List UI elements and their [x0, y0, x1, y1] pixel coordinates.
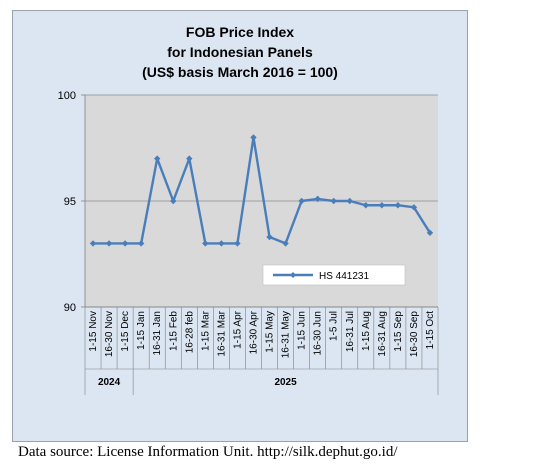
chart-title-line-1: FOB Price Index [186, 24, 294, 40]
series-line [93, 136, 431, 245]
x-category-label: 1-15 Oct [425, 311, 436, 350]
data-point-marker [89, 240, 97, 247]
data-point-marker [282, 240, 289, 247]
data-point-marker [234, 240, 241, 247]
data-point-marker [314, 195, 321, 203]
data-point-marker [218, 240, 225, 247]
legend-label: HS 441231 [319, 271, 369, 282]
legend: HS 441231 [262, 264, 406, 286]
data-point-marker [121, 240, 129, 247]
chart-title-line-2: for Indonesian Panels [167, 44, 313, 60]
line-chart: FOB Price Index for Indonesian Panels (U… [58, 24, 439, 395]
x-category-label: 16-31 Jul [345, 311, 356, 352]
x-category-label: 16-30 Nov [104, 311, 115, 357]
x-category-label: 1-15 Jun [297, 311, 308, 350]
x-category-label: 16-30 Apr [248, 310, 259, 354]
data-point-marker [330, 197, 337, 205]
x-axis-categories: 1-15 Nov 16-30 Nov 1-15 Dec 1-15 Jan 16-31 J… [84, 307, 439, 395]
chart-title-line-3: (US$ basis March 2016 = 100) [142, 64, 338, 80]
y-tick-label: 100 [58, 90, 76, 102]
data-point-marker [186, 155, 193, 162]
x-category-label: 1-15 Aug [361, 311, 372, 351]
data-point-marker [250, 134, 257, 141]
x-category-label: 16-31 Jan [152, 311, 163, 355]
x-category-label: 1-15 Mar [200, 310, 211, 351]
data-point-marker [362, 202, 369, 209]
year-group-label: 2024 [98, 377, 121, 388]
data-point-marker [105, 240, 113, 247]
x-category-label: 1-15 Nov [88, 311, 99, 352]
data-point-marker [378, 202, 386, 209]
data-point-marker [154, 155, 161, 162]
data-source-caption: Data source: License Information Unit. h… [18, 444, 398, 460]
x-category-label: 1-15 Sep [393, 311, 404, 352]
y-tick-label: 95 [64, 196, 76, 208]
x-category-label: 16-31 May [281, 311, 292, 358]
data-point-marker [266, 233, 273, 241]
y-axis-ticks: 90 95 100 [58, 90, 85, 314]
x-category-label: 1-15 Jan [136, 311, 147, 350]
data-point-marker [202, 240, 209, 247]
data-point-marker [346, 197, 353, 205]
data-point-marker [394, 202, 402, 209]
data-point-marker [426, 229, 434, 236]
x-category-label: 1-5 Jul [329, 311, 340, 341]
chart-area: FOB Price Index for Indonesian Panels (U… [12, 10, 468, 442]
x-category-label: 1-15 May [265, 311, 276, 353]
x-category-label: 1-15 Feb [168, 311, 179, 351]
x-category-label: 16-31 Aug [377, 311, 388, 357]
year-group-label: 2025 [274, 377, 297, 388]
x-category-label: 1-15 Apr [232, 310, 243, 348]
y-tick-label: 90 [64, 302, 76, 314]
x-category-label: 16-30 Sep [409, 311, 420, 358]
series-hs-441231 [89, 134, 434, 247]
x-category-label: 16-30 Jun [313, 311, 324, 355]
x-category-label: 16-31 Mar [216, 310, 227, 356]
data-point-marker [410, 204, 418, 211]
data-point-marker [170, 197, 177, 205]
legend-box [262, 264, 406, 286]
x-category-label: 16-28 feb [184, 311, 195, 354]
x-category-label: 1-15 Dec [120, 311, 131, 352]
legend-marker-icon [290, 272, 296, 278]
data-point-marker [298, 197, 305, 205]
